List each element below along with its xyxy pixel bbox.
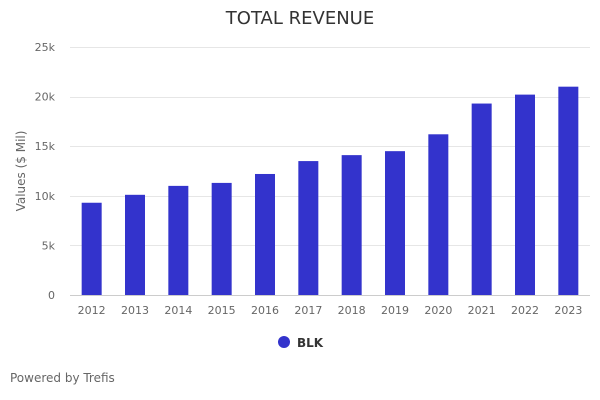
y-tick-label: 20k (35, 91, 56, 104)
bar-2014[interactable] (168, 185, 189, 295)
bar-2018[interactable] (341, 155, 362, 295)
chart-title: TOTAL REVENUE (225, 8, 374, 29)
legend-label-blk: BLK (297, 336, 324, 350)
x-tick-label: 2014 (164, 304, 192, 317)
x-tick-label: 2019 (381, 304, 409, 317)
x-tick-label: 2017 (294, 304, 322, 317)
legend[interactable]: BLK (278, 336, 324, 350)
y-axis-label: Values ($ Mil) (14, 131, 28, 212)
y-tick-label: 15k (35, 140, 56, 153)
x-tick-label: 2015 (208, 304, 236, 317)
x-axis-ticks: 2012 2013 2014 2015 2016 2017 2018 2019 2020 2021… (78, 304, 583, 317)
bar-2012[interactable] (81, 202, 102, 295)
x-tick-label: 2022 (511, 304, 539, 317)
bar-2023[interactable] (558, 86, 579, 296)
y-tick-label: 10k (35, 190, 56, 203)
bar-2021[interactable] (471, 103, 492, 295)
x-tick-label: 2018 (338, 304, 366, 317)
bar-2020[interactable] (428, 134, 449, 295)
x-tick-label: 2013 (121, 304, 149, 317)
x-tick-label: 2021 (468, 304, 496, 317)
credit-text[interactable]: Powered by Trefis (10, 371, 115, 385)
bar-2019[interactable] (385, 151, 405, 295)
y-tick-label: 0 (48, 289, 55, 302)
x-tick-label: 2016 (251, 304, 279, 317)
x-tick-label: 2023 (554, 304, 582, 317)
legend-marker-blk (278, 336, 290, 348)
gridlines (70, 47, 590, 246)
x-tick-label: 2020 (424, 304, 452, 317)
bar-2013[interactable] (125, 194, 145, 295)
bars (81, 86, 579, 296)
bar-2022[interactable] (515, 94, 535, 295)
y-tick-label: 5k (42, 239, 56, 252)
bar-2015[interactable] (211, 182, 232, 295)
bar-2017[interactable] (298, 161, 319, 295)
y-axis-ticks: 0 5k 10k 15k 20k 25k (35, 41, 56, 302)
bar-2016[interactable] (255, 173, 275, 295)
y-tick-label: 25k (35, 41, 56, 54)
x-tick-label: 2012 (78, 304, 106, 317)
